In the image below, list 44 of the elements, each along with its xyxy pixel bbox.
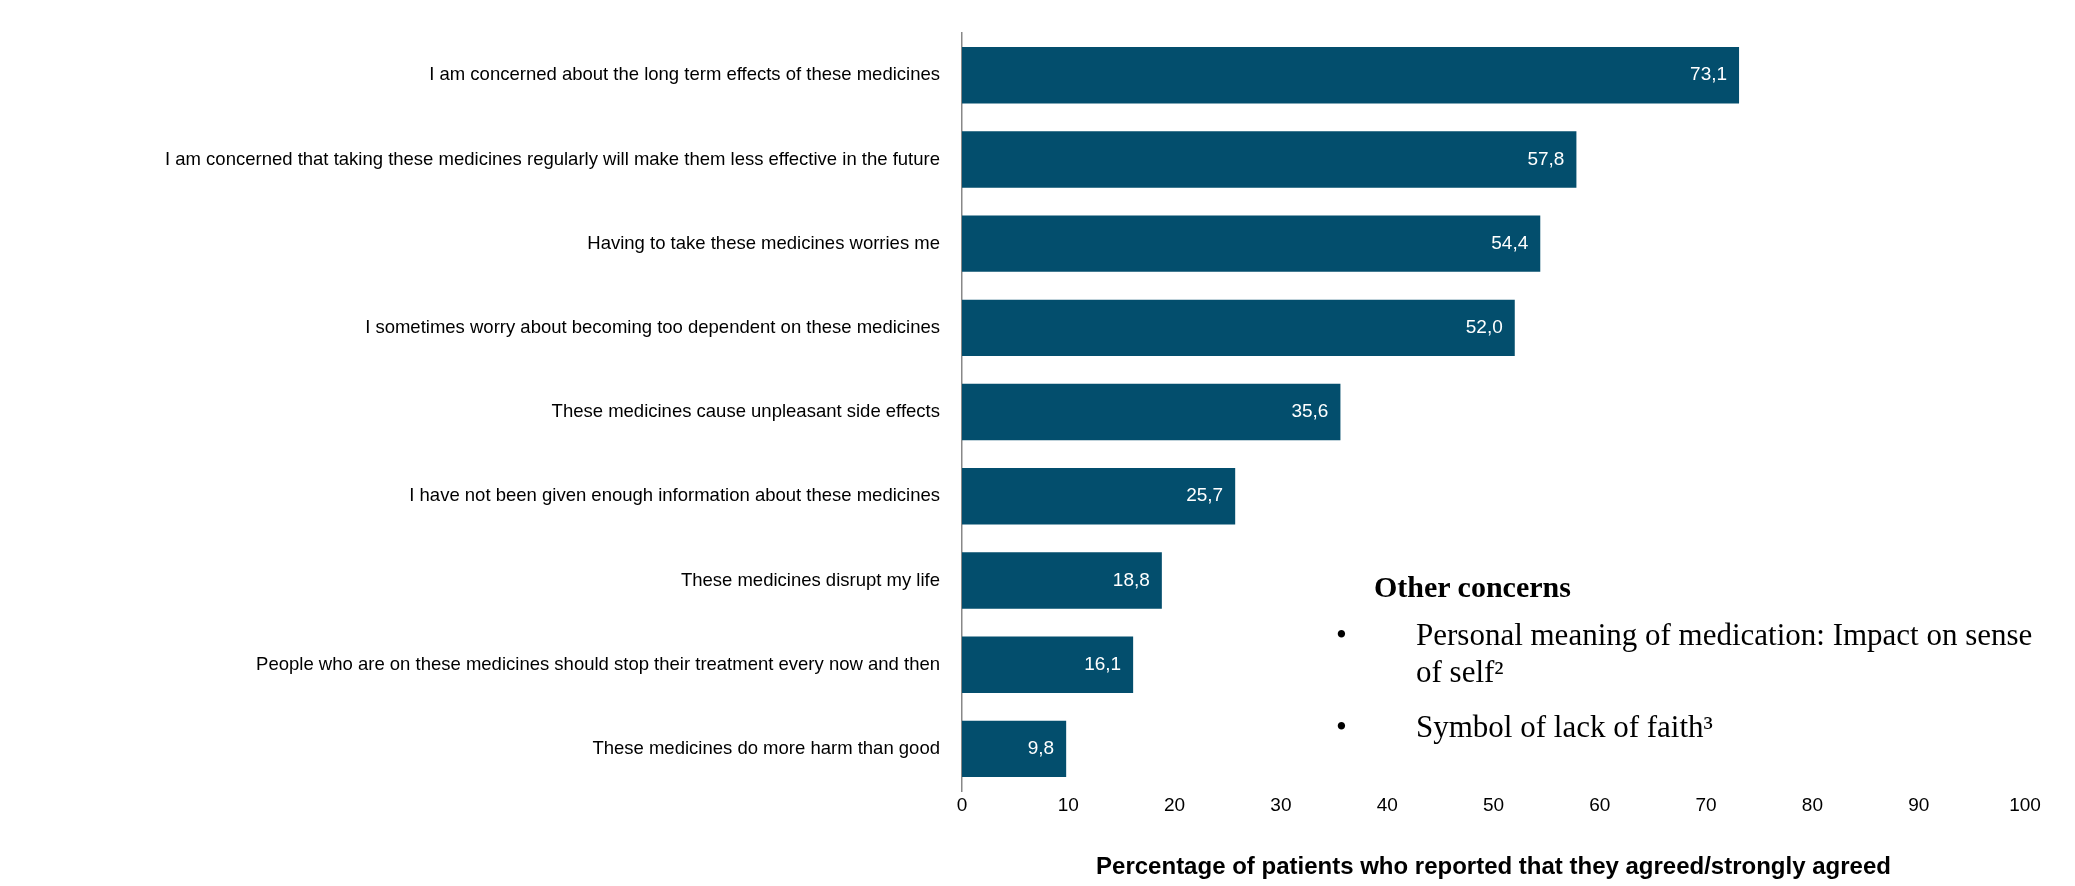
- annotation: •: [1336, 616, 1348, 654]
- bar: [962, 468, 1236, 525]
- data-label: 16,1: [1084, 652, 1122, 674]
- y-tick-label: People who are on these medicines should stop their treatment every now and then: [256, 652, 940, 674]
- data-label: 35,6: [1291, 400, 1329, 422]
- y-tick-label: I have not been given enough information about these medicines: [409, 484, 940, 506]
- x-tick-label: 70: [1695, 793, 1717, 815]
- data-label: 73,1: [1690, 63, 1728, 85]
- y-tick-label: I am concerned about the long term effects of these medicines: [429, 63, 940, 85]
- y-tick-label: Having to take these medicines worries me: [587, 231, 940, 253]
- data-label: 9,8: [1027, 737, 1055, 759]
- data-label: 25,7: [1186, 484, 1224, 506]
- bar: [962, 636, 1134, 693]
- x-tick-label: 80: [1801, 793, 1823, 815]
- y-tick-label: These medicines cause unpleasant side effects: [551, 400, 940, 422]
- data-label: 54,4: [1491, 231, 1529, 253]
- x-tick-label: 60: [1589, 793, 1611, 815]
- data-label: 57,8: [1527, 147, 1565, 169]
- y-tick-label: I am concerned that taking these medicines regularly will make them less effective in the future: [165, 147, 940, 169]
- bar: [962, 552, 1162, 609]
- bar: [962, 47, 1740, 104]
- bar: [962, 215, 1541, 272]
- data-label: 18,8: [1112, 568, 1150, 590]
- x-tick-label: 40: [1376, 793, 1398, 815]
- x-tick-label: 0: [956, 793, 968, 815]
- annotation: •: [1336, 708, 1348, 745]
- bar: [962, 131, 1577, 188]
- bar: [962, 383, 1341, 441]
- annotation: Symbol of lack of faith³: [1416, 708, 1714, 745]
- y-tick-label: I sometimes worry about becoming too dependent on these medicines: [365, 315, 940, 337]
- y-tick-label: These medicines do more harm than good: [592, 736, 940, 758]
- x-axis-title: Percentage of patients who reported that they agreed/strongly agreed: [1096, 852, 1891, 880]
- data-label: 52,0: [1465, 316, 1503, 338]
- x-tick-label: 90: [1908, 793, 1930, 815]
- x-tick-label: 50: [1482, 793, 1505, 815]
- annotation: Personal meaning of medication: Impact on sense of self²: [1416, 616, 2034, 690]
- bar: [962, 720, 1067, 778]
- x-tick-label: 20: [1164, 793, 1186, 815]
- x-tick-label: 30: [1270, 793, 1292, 815]
- bar: [962, 299, 1515, 357]
- x-tick-label: 100: [2009, 793, 2041, 815]
- x-tick-label: 10: [1057, 793, 1079, 815]
- y-tick-label: These medicines disrupt my life: [680, 568, 940, 590]
- annotation: Other concerns: [1373, 570, 1572, 604]
